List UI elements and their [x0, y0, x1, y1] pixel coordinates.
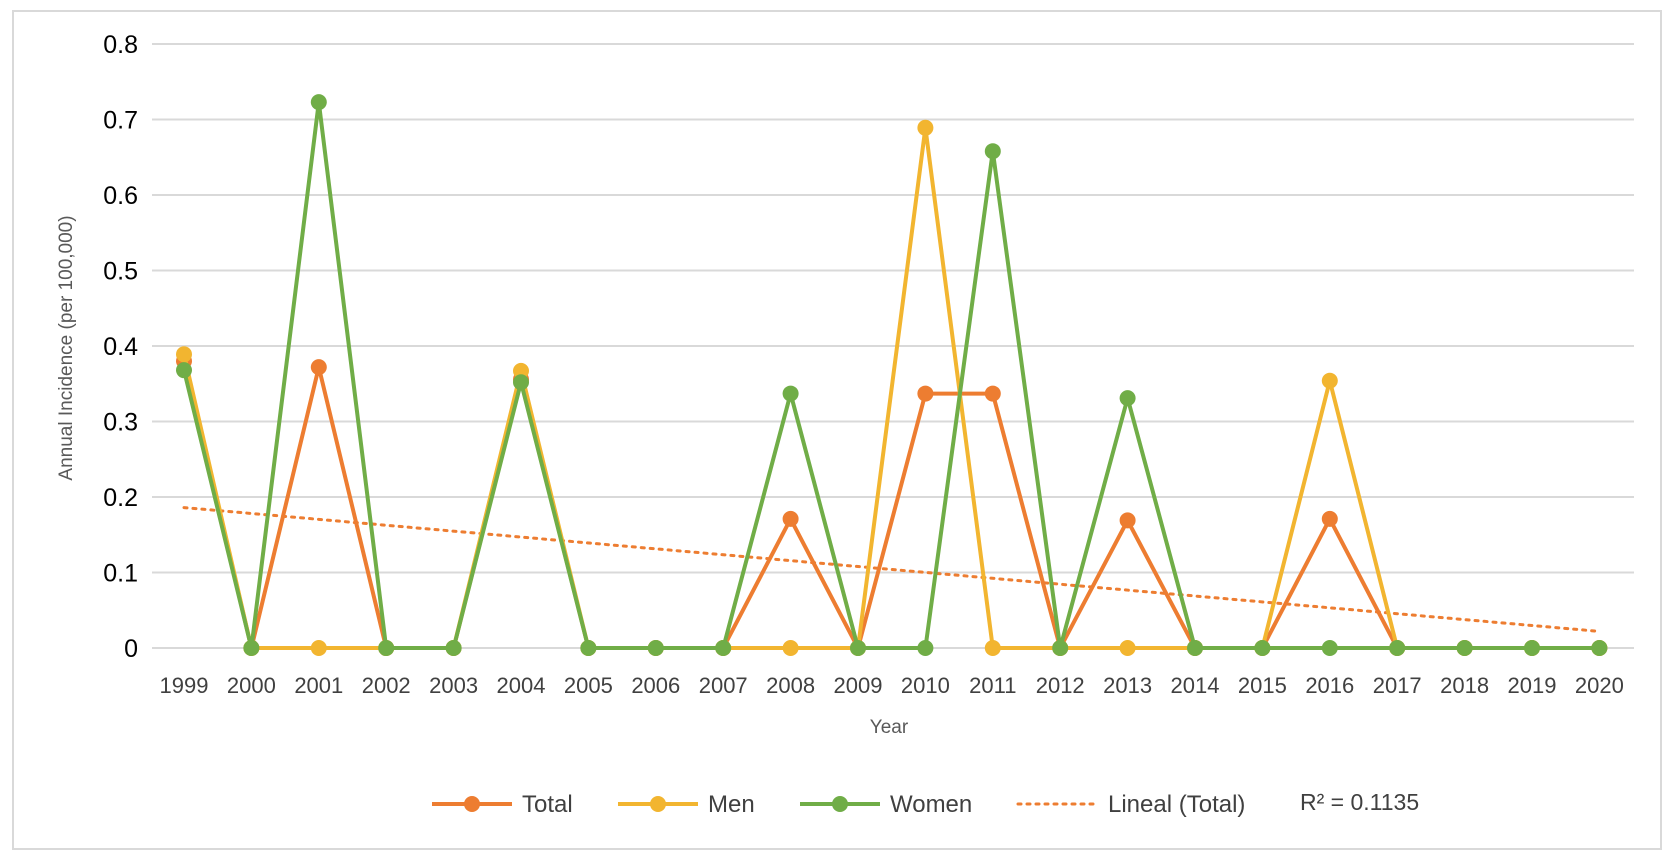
data-point-total [917, 385, 934, 402]
legend-item-total: Total [432, 791, 573, 818]
data-point-women [580, 640, 597, 656]
data-point-total [1119, 512, 1136, 529]
data-point-women [1187, 640, 1203, 656]
x-tick-label: 2009 [834, 673, 883, 698]
data-point-total [1321, 510, 1338, 527]
series-line-women [182, 100, 1600, 650]
data-point-women [1456, 640, 1473, 656]
r-squared-label: R² = 0.1135 [1300, 789, 1419, 815]
x-tick-label: 2018 [1440, 673, 1489, 698]
x-tick-label: 2008 [766, 673, 815, 698]
x-tick-label: 2000 [227, 673, 276, 698]
data-point-women [445, 640, 462, 656]
legend-label: Women [890, 791, 972, 818]
x-tick-label: 2003 [429, 673, 478, 698]
y-tick-label: 0.1 [103, 560, 138, 588]
x-tick-label: 2014 [1171, 673, 1220, 698]
y-tick-label: 0.3 [103, 409, 138, 437]
y-tick-label: 0 [124, 635, 138, 663]
data-point-women [243, 640, 260, 656]
legend-swatch-marker [832, 796, 848, 812]
data-point-women [1524, 640, 1540, 656]
data-point-men [782, 640, 799, 656]
series-men [176, 119, 1608, 656]
data-point-total [984, 385, 1001, 402]
trendline [182, 506, 1601, 633]
data-point-women [1321, 640, 1338, 656]
y-axis-label: Annual Incidence (per 100,000) [56, 215, 77, 480]
data-point-total [782, 510, 799, 527]
data-point-men [1321, 372, 1338, 389]
data-point-women [647, 640, 664, 656]
x-axis-ticks: 1999 2000 2001 2002 2003 2004 2005 2006 2007 2008… [160, 673, 1624, 698]
chart-frame [12, 10, 1662, 850]
data-point-men [310, 640, 327, 656]
x-tick-label: 2020 [1575, 673, 1624, 698]
data-point-women [715, 640, 732, 656]
y-tick-label: 0.2 [103, 484, 138, 512]
x-tick-label: 2001 [294, 673, 343, 698]
data-point-women [1389, 640, 1406, 656]
y-axis-ticks: 0 0.1 0.2 0.3 0.4 0.5 0.6 0.7 0.8 [103, 31, 138, 663]
x-tick-label: 2010 [901, 673, 950, 698]
y-tick-label: 0.5 [103, 258, 138, 286]
x-tick-label: 2019 [1508, 673, 1557, 698]
data-point-women [1254, 640, 1271, 656]
data-point-women [378, 640, 395, 656]
x-tick-label: 2007 [699, 673, 748, 698]
trendline-layer [182, 506, 1601, 633]
data-point-women [176, 362, 192, 379]
y-tick-label: 0.8 [103, 31, 138, 59]
data-point-women [513, 374, 529, 391]
data-point-women [782, 385, 799, 402]
legend-label: Total [522, 791, 573, 818]
data-point-women [917, 640, 934, 656]
data-point-women [1119, 390, 1136, 407]
legend-item-women: Women [800, 791, 972, 818]
series-women [176, 94, 1608, 656]
data-point-women [984, 143, 1001, 160]
legend-item-men: Men [618, 791, 755, 818]
y-tick-label: 0.6 [103, 182, 138, 210]
x-tick-label: 2016 [1305, 673, 1354, 698]
x-axis-label: Year [870, 717, 909, 738]
x-tick-label: 2017 [1373, 673, 1422, 698]
legend-item-trendline: Lineal (Total) [1016, 791, 1245, 818]
x-tick-label: 1999 [160, 673, 209, 698]
x-tick-label: 2015 [1238, 673, 1287, 698]
x-tick-label: 2012 [1036, 673, 1085, 698]
data-point-men [984, 640, 1001, 656]
data-point-men [176, 346, 192, 363]
data-point-women [850, 640, 866, 656]
x-tick-label: 2002 [362, 673, 411, 698]
data-point-men [917, 119, 934, 136]
legend-label: Men [708, 791, 755, 818]
x-tick-label: 2011 [969, 673, 1016, 698]
y-tick-label: 0.7 [103, 107, 138, 135]
x-tick-label: 2005 [564, 673, 613, 698]
data-point-women [1052, 640, 1069, 656]
data-point-women [310, 94, 327, 111]
x-tick-label: 2006 [631, 673, 680, 698]
legend: Total Men Women Lineal (Total) R² = 0.1135 [432, 789, 1419, 818]
data-point-men [513, 362, 529, 379]
data-point-total [310, 359, 327, 376]
x-tick-label: 2013 [1103, 673, 1152, 698]
y-tick-label: 0.4 [103, 333, 138, 361]
legend-label: Lineal (Total) [1108, 791, 1245, 818]
data-point-men [1119, 640, 1136, 656]
legend-swatch-marker [650, 796, 666, 812]
series-layer [176, 94, 1608, 656]
x-tick-label: 2004 [497, 673, 546, 698]
data-point-women [1591, 640, 1608, 656]
legend-swatch-marker [464, 796, 480, 812]
